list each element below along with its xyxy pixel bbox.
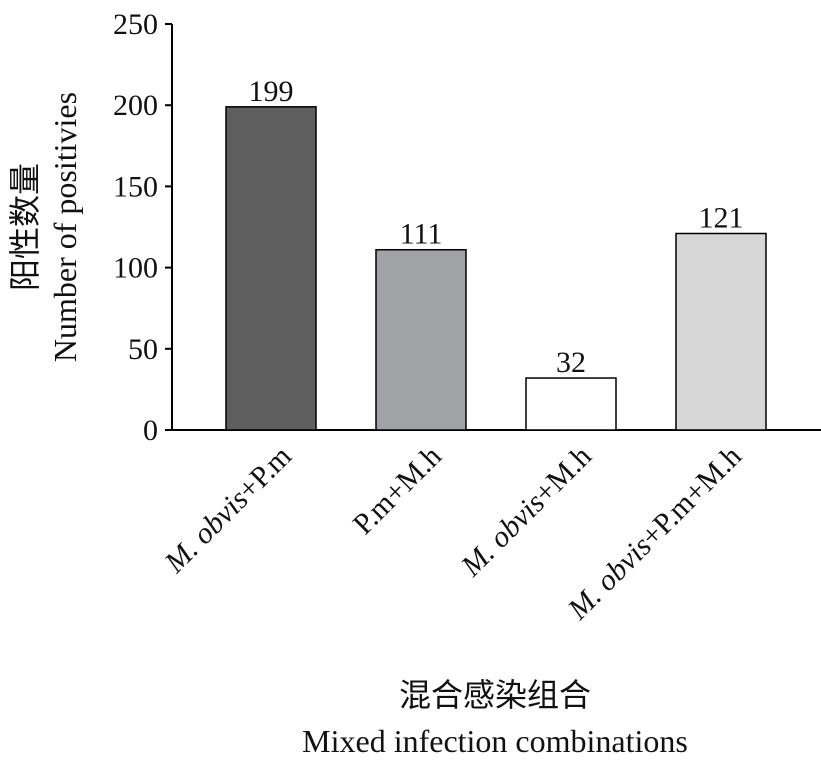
x-axis-title-cn: 混合感染组合 xyxy=(399,676,591,714)
y-tick-label: 50 xyxy=(128,333,158,366)
y-tick-label: 150 xyxy=(113,170,158,203)
category-labels: M. obvis+P.m P.m+M.h M. obvis+M.hM. obvis+… xyxy=(158,440,748,627)
bar xyxy=(225,106,317,431)
data-label: 199 xyxy=(249,75,294,108)
y-tick-label: 100 xyxy=(113,252,158,285)
category-label: P.m+M.h xyxy=(347,440,448,541)
y-axis-title: Number of positivies xyxy=(47,92,83,362)
data-label: 111 xyxy=(400,218,443,251)
x-axis-title: Mixed infection combinations xyxy=(302,723,688,759)
data-labels: 199 111 32 121 xyxy=(249,75,744,379)
data-label: 32 xyxy=(556,346,586,379)
data-label: 121 xyxy=(699,201,744,234)
bars xyxy=(225,106,767,431)
bar xyxy=(375,248,467,431)
y-tick-label: 0 xyxy=(143,414,158,447)
y-tick-label: 200 xyxy=(113,89,158,122)
category-label: M. obvis+P.m xyxy=(158,440,298,580)
y-ticks: 0 50 100 150 200 250 xyxy=(113,8,172,447)
bar xyxy=(525,377,617,431)
y-axis-title-cn: 阳性数量 xyxy=(6,163,44,291)
category-label: M. obvis+M.h xyxy=(454,440,598,584)
bar xyxy=(675,232,767,431)
y-tick-label: 250 xyxy=(113,8,158,41)
